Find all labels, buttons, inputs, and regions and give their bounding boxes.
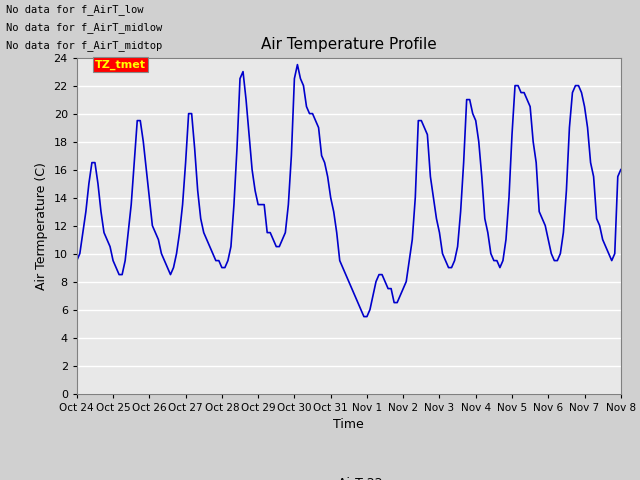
- Title: Air Temperature Profile: Air Temperature Profile: [261, 37, 436, 52]
- Text: No data for f_AirT_midtop: No data for f_AirT_midtop: [6, 40, 163, 51]
- Text: No data for f_AirT_midlow: No data for f_AirT_midlow: [6, 22, 163, 33]
- Text: No data for f_AirT_low: No data for f_AirT_low: [6, 4, 144, 15]
- Legend: AirT 22m: AirT 22m: [298, 472, 399, 480]
- Text: TZ_tmet: TZ_tmet: [95, 60, 146, 70]
- Y-axis label: Air Termperature (C): Air Termperature (C): [35, 162, 48, 289]
- X-axis label: Time: Time: [333, 418, 364, 431]
